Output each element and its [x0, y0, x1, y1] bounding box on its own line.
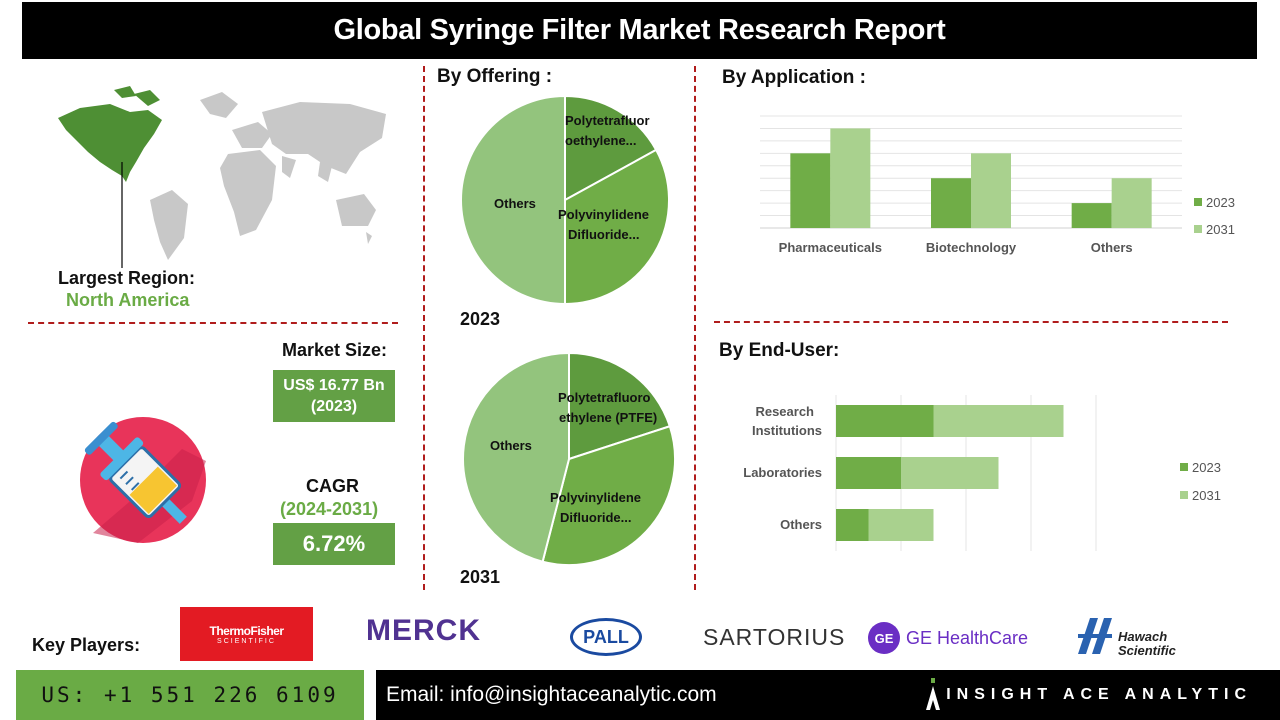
largest-region-label: Largest Region: — [58, 268, 196, 288]
hawach-mark-icon — [1078, 618, 1112, 654]
pie-2023-label-pvdf-1: Polyvinylidene — [558, 207, 649, 222]
pie-2031-year: 2031 — [460, 567, 501, 587]
eu-legend-2023: 2023 — [1192, 460, 1221, 475]
app-category-label: Others — [1091, 240, 1133, 255]
app-bar-2031-0 — [830, 128, 871, 228]
syringe-icon — [80, 417, 206, 543]
pie-2031-slice-0 — [568, 352, 672, 461]
pie-chart-2023: Polytetrafluor oethylene... Polyvinylide… — [460, 95, 670, 305]
app-bar-2023-0 — [790, 153, 831, 228]
offering-title: By Offering : — [437, 66, 553, 87]
pie-2023-slice-1 — [564, 148, 670, 305]
eu-category-label: Laboratories — [743, 465, 822, 480]
other-continents — [150, 92, 386, 260]
app-legend-2023: 2023 — [1206, 195, 1235, 210]
pie-2023-slice-2 — [460, 95, 566, 305]
key-players-label: Key Players: — [32, 635, 141, 655]
market-size-box: US$ 16.77 Bn (2023) — [273, 370, 395, 422]
largest-region-value: North America — [66, 290, 190, 310]
footer-phone: US: +1 551 226 6109 — [16, 670, 364, 720]
eu-bar-2031-1 — [901, 457, 999, 489]
divider-center-right — [694, 66, 696, 590]
eu-bar-2023-2 — [836, 509, 869, 541]
thermofisher-logo: ThermoFisher SCIENTIFIC — [180, 607, 313, 661]
pie-2031-label-ptfe-1: Polytetrafluoro — [558, 390, 651, 405]
pie-2031-label-others: Others — [490, 438, 532, 453]
divider-center-left — [423, 66, 425, 590]
app-legend-2031: 2031 — [1206, 222, 1235, 237]
report-title: Global Syringe Filter Market Research Re… — [22, 2, 1257, 59]
footer-email: Email: info@insightaceanalytic.com — [386, 683, 717, 706]
eu-category-label-line2: Institutions — [752, 423, 822, 438]
app-bar-2023-2 — [1071, 203, 1112, 228]
eu-bar-2031-2 — [868, 509, 934, 541]
cagr-value: 6.72% — [273, 523, 395, 565]
eu-category-label: Others — [780, 517, 822, 532]
pall-logo: PALL — [570, 618, 642, 656]
merck-logo: MERCK — [366, 614, 481, 647]
eu-legend-swatch-2031 — [1180, 491, 1188, 499]
ge-monogram-icon: GE — [868, 622, 900, 654]
end-user-title: By End-User: — [719, 340, 840, 361]
eu-legend-swatch-2023 — [1180, 463, 1188, 471]
app-legend-swatch-2023 — [1194, 198, 1202, 206]
app-category-label: Biotechnology — [926, 240, 1017, 255]
world-map — [58, 86, 386, 268]
pie-2031-slice-2 — [462, 352, 570, 563]
north-america — [58, 86, 162, 182]
pie-2023-year: 2023 — [460, 309, 501, 329]
pie-2023-label-ptfe-2: oethylene... — [565, 133, 637, 148]
pie-2023-label-others: Others — [494, 196, 536, 211]
pie-2031-label-pvdf-1: Polyvinylidene — [550, 490, 641, 505]
brand-logo-icon — [926, 678, 940, 710]
pie-2023-label-pvdf-2: Difluoride... — [568, 227, 640, 242]
market-size-value: US$ 16.77 Bn — [283, 377, 385, 394]
market-size-year: (2023) — [310, 398, 358, 415]
eu-bar-2023-0 — [836, 405, 934, 437]
end-user-bar-chart: Research Institutions Laboratories Others 20… — [743, 395, 1221, 551]
eu-category-label: Research — [755, 404, 814, 419]
app-bar-2023-1 — [931, 178, 971, 228]
hawach-logo: Hawach Scientific — [1118, 629, 1176, 658]
app-bar-2031-2 — [1111, 178, 1152, 228]
market-size-label: Market Size: — [282, 340, 388, 360]
pie-chart-2031: Polytetrafluoro ethylene (PTFE) Polyviny… — [462, 352, 676, 566]
app-category-label: Pharmaceuticals — [779, 240, 882, 255]
cagr-label: CAGR — [306, 476, 359, 496]
eu-bar-2023-1 — [836, 457, 901, 489]
app-bar-2031-1 — [971, 153, 1011, 228]
pie-2023-slice-0 — [564, 95, 658, 202]
footer-brand: INSIGHT ACE ANALYTIC — [946, 686, 1252, 703]
sartorius-logo: SARTORIUS — [703, 624, 846, 650]
pie-2023-label-ptfe-1: Polytetrafluor — [565, 113, 650, 128]
pie-2031-label-pvdf-2: Difluoride... — [560, 510, 632, 525]
eu-legend-2031: 2031 — [1192, 488, 1221, 503]
divider-left — [28, 322, 398, 324]
eu-bar-2031-0 — [933, 405, 1064, 437]
cagr-period: (2024-2031) — [280, 499, 379, 519]
app-legend-swatch-2031 — [1194, 225, 1202, 233]
ge-healthcare-logo: GE HealthCare — [906, 628, 1029, 648]
footer-email-bar: Email: info@insightaceanalytic.com INSIG… — [376, 670, 1280, 720]
application-bar-chart: Pharmaceuticals Biotechnology Others 2023 20… — [760, 115, 1235, 255]
application-title: By Application : — [722, 67, 866, 88]
divider-right — [714, 321, 1228, 323]
pie-2031-label-ptfe-2: ethylene (PTFE) — [559, 410, 657, 425]
pie-2031-slice-1 — [541, 424, 676, 566]
